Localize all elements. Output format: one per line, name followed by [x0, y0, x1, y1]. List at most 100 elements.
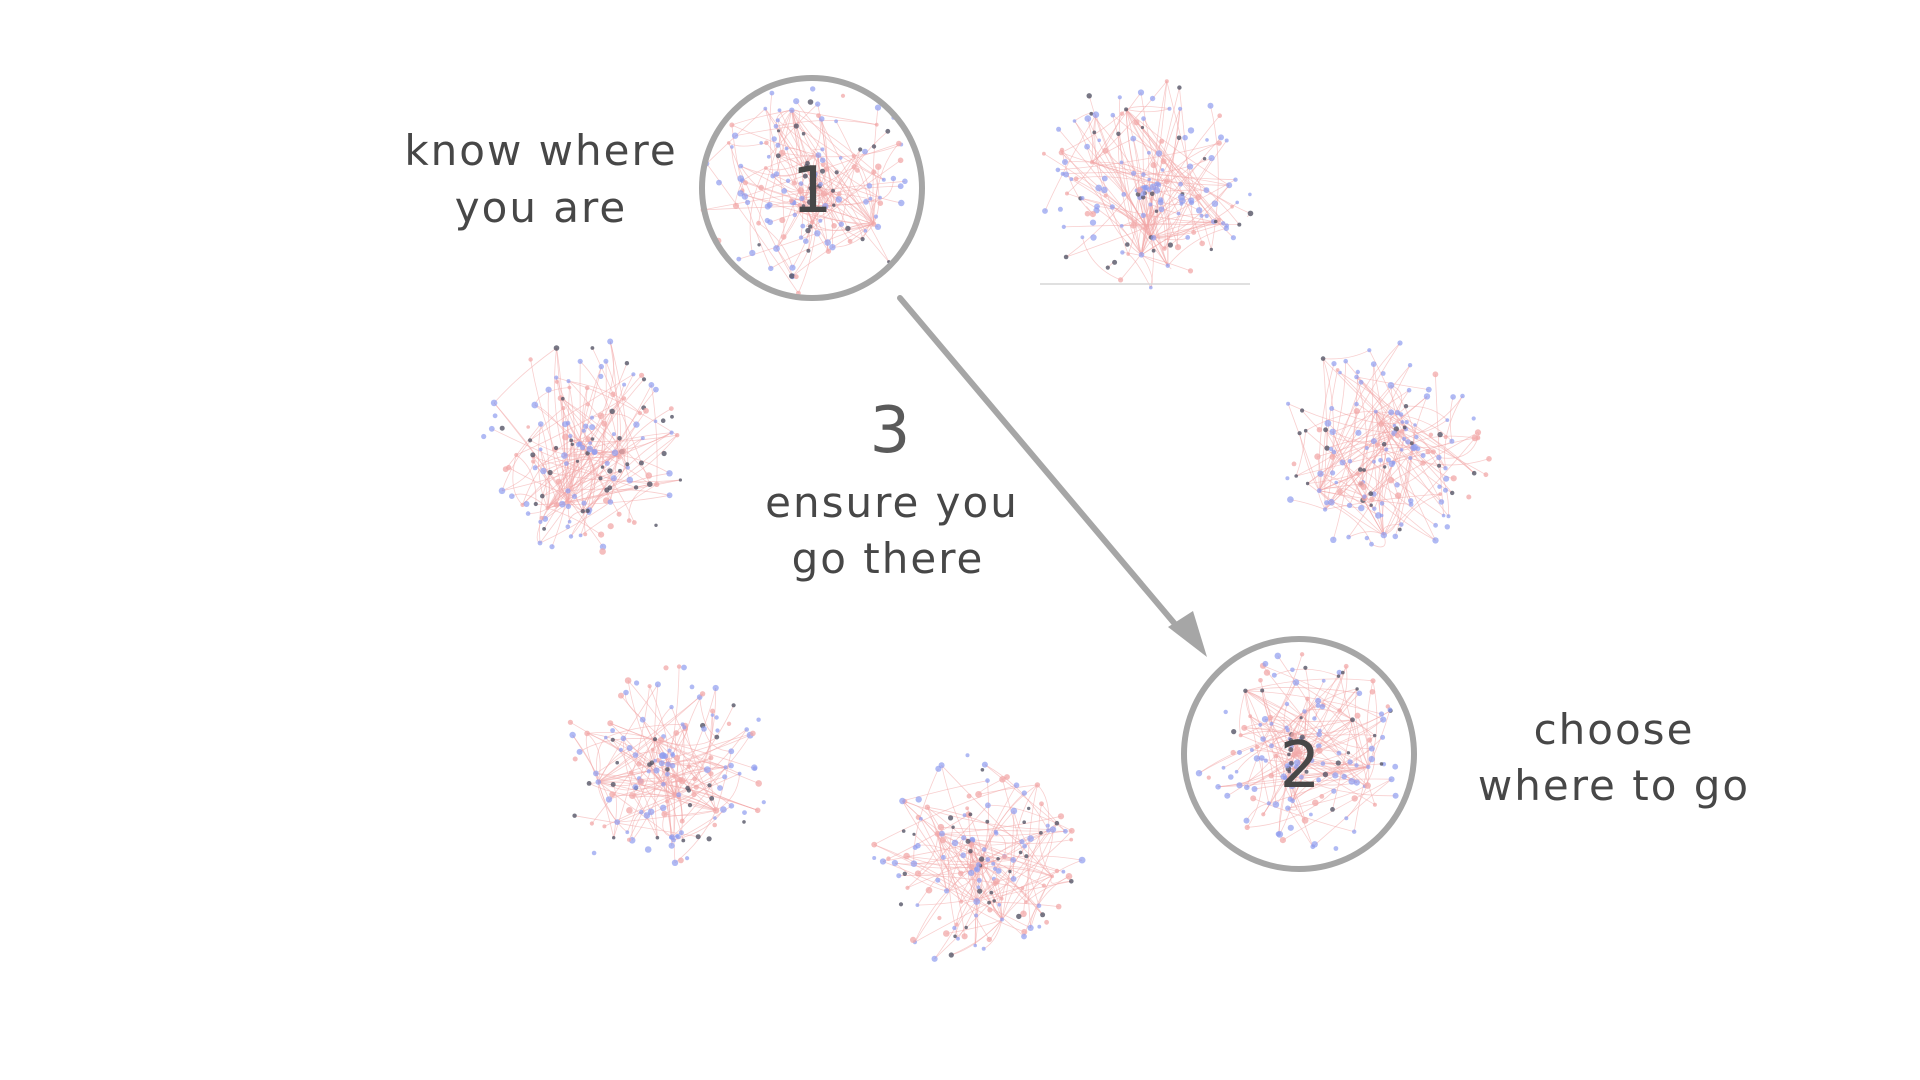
- network-node: [1356, 370, 1360, 374]
- network-node: [534, 502, 538, 506]
- network-node: [987, 901, 991, 905]
- network-node: [1343, 359, 1348, 364]
- network-node: [1055, 869, 1059, 873]
- network-edge: [1092, 93, 1141, 163]
- network-node: [815, 101, 820, 106]
- network-node: [913, 845, 918, 850]
- network-node: [1000, 918, 1004, 922]
- network-node: [732, 703, 736, 707]
- network-node: [1426, 387, 1432, 393]
- network-node: [707, 783, 711, 787]
- network-node: [1309, 813, 1313, 817]
- network-node: [1393, 424, 1397, 428]
- network-node: [1205, 214, 1209, 218]
- network-node: [1365, 536, 1369, 540]
- network-node: [573, 757, 578, 762]
- network-node: [643, 408, 649, 414]
- network-node: [1130, 136, 1136, 142]
- network-node: [982, 847, 987, 852]
- network-node: [1090, 220, 1096, 226]
- network-node: [1381, 532, 1387, 538]
- network-node: [1303, 666, 1307, 670]
- network-node: [1121, 192, 1126, 197]
- network-node: [1021, 934, 1027, 940]
- network-edge: [1126, 106, 1169, 109]
- network-node: [660, 805, 666, 811]
- network-node: [1354, 780, 1360, 786]
- network-node: [806, 249, 810, 253]
- network-node: [667, 749, 671, 753]
- network-node: [1102, 176, 1108, 182]
- network-node: [1095, 185, 1102, 192]
- network-node: [1079, 857, 1086, 864]
- network-node: [1337, 751, 1342, 756]
- network-node: [645, 846, 652, 853]
- step1-number: 1: [792, 154, 833, 228]
- network-node: [617, 436, 622, 441]
- network-node: [789, 108, 794, 113]
- network-node: [1352, 795, 1358, 801]
- network-edge: [776, 120, 877, 126]
- network-node: [1450, 394, 1456, 400]
- network-node: [571, 443, 574, 446]
- network-node: [776, 153, 781, 158]
- network-node: [1218, 134, 1224, 140]
- network-cluster-bottom: [871, 753, 1085, 962]
- network-node: [530, 452, 535, 457]
- network-node: [633, 784, 639, 790]
- network-node: [1372, 460, 1376, 464]
- network-node: [493, 413, 498, 418]
- network-node: [716, 180, 722, 186]
- network-node: [701, 726, 707, 732]
- network-node: [863, 199, 869, 205]
- network-node: [1362, 468, 1366, 472]
- network-node: [728, 763, 734, 769]
- network-node: [1372, 507, 1376, 511]
- network-node: [1437, 485, 1441, 489]
- network-node: [1064, 255, 1069, 260]
- network-node: [1185, 235, 1190, 240]
- network-node: [625, 677, 632, 684]
- network-node: [1094, 204, 1100, 210]
- network-node: [789, 265, 795, 271]
- network-node: [561, 397, 565, 401]
- network-edge: [902, 781, 987, 801]
- network-node: [1432, 537, 1438, 543]
- network-node: [1334, 481, 1338, 485]
- network-node: [1178, 107, 1182, 111]
- network-node: [491, 400, 498, 407]
- network-node: [1092, 131, 1096, 135]
- network-node: [714, 715, 718, 719]
- network-node: [944, 888, 949, 893]
- network-node: [1370, 678, 1375, 683]
- network-node: [834, 119, 838, 123]
- network-node: [996, 868, 1002, 874]
- network-node: [940, 837, 947, 844]
- network-node: [910, 937, 916, 943]
- network-node: [994, 831, 998, 835]
- network-node: [1317, 488, 1322, 493]
- network-node: [1237, 750, 1242, 755]
- network-node: [665, 767, 670, 772]
- network-node: [737, 175, 744, 182]
- network-node: [627, 518, 632, 523]
- network-node: [638, 778, 645, 785]
- network-node: [872, 856, 876, 860]
- network-node: [564, 461, 569, 466]
- network-node: [559, 501, 566, 508]
- network-node: [670, 431, 674, 435]
- network-node: [932, 956, 938, 962]
- network-node: [1039, 831, 1043, 835]
- network-node: [789, 273, 795, 279]
- network-node: [1321, 356, 1326, 361]
- network-node: [1241, 725, 1247, 731]
- network-node: [1413, 423, 1417, 427]
- network-node: [540, 494, 545, 499]
- network-node: [528, 357, 532, 361]
- network-node: [691, 792, 696, 797]
- network-node: [902, 829, 906, 833]
- network-node: [1312, 716, 1316, 720]
- network-node: [704, 766, 711, 773]
- network-node: [1388, 382, 1395, 389]
- network-node: [1226, 182, 1232, 188]
